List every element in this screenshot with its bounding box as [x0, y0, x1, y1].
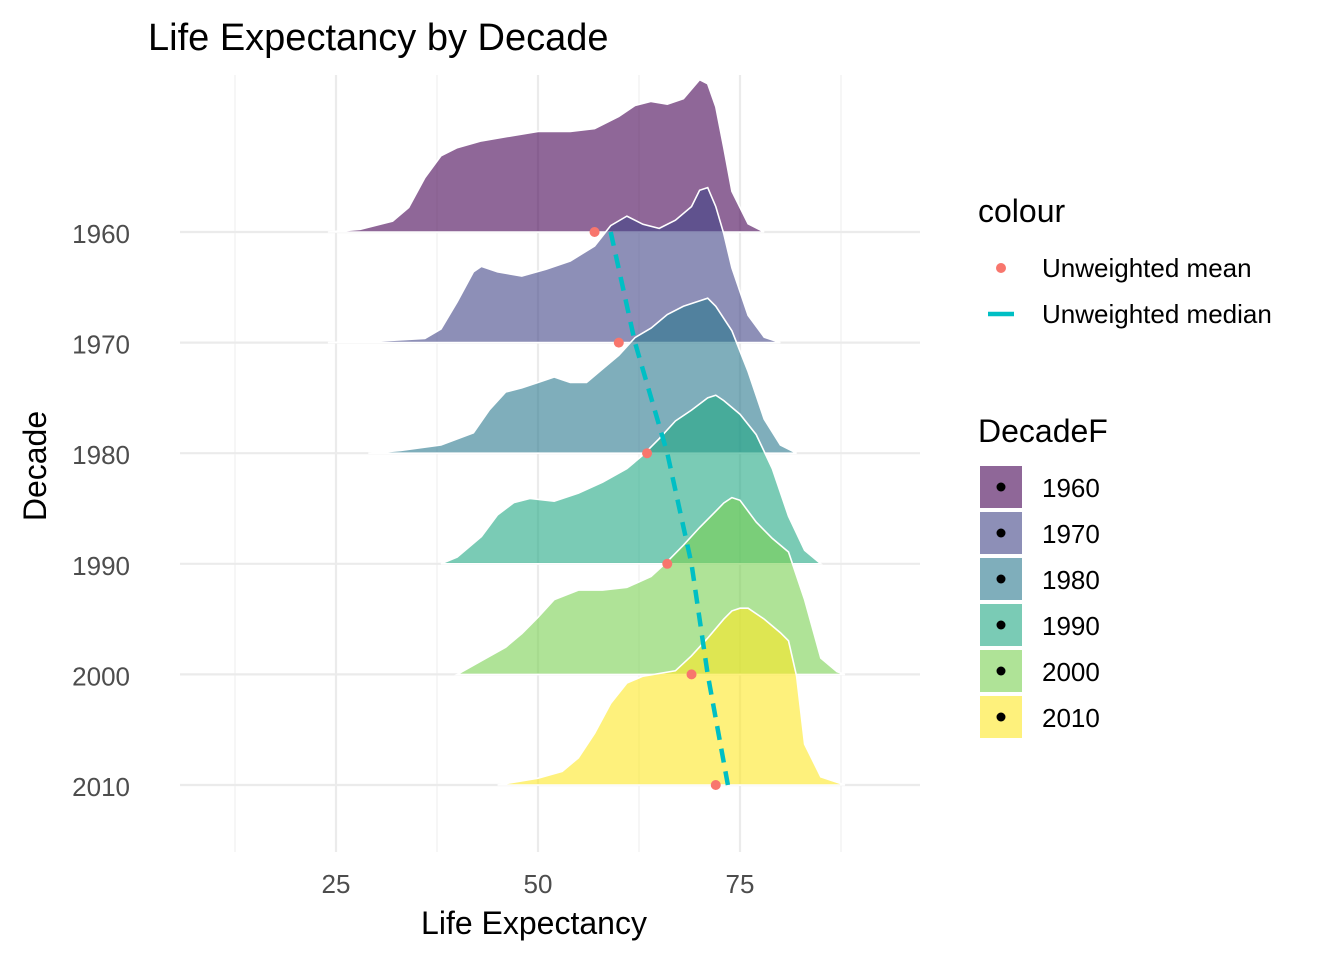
legend-fill-dot	[996, 666, 1006, 676]
legend-fill-title: DecadeF	[978, 413, 1108, 449]
legend-fill-dot	[996, 528, 1006, 538]
y-tick-label: 1970	[72, 330, 130, 360]
legend-colour-label: Unweighted median	[1042, 299, 1272, 329]
mean-point-2010	[710, 780, 721, 790]
legend-mean-key	[996, 263, 1006, 273]
legends: colour Unweighted mean Unweighted median De…	[978, 193, 1272, 738]
y-tick-label: 1960	[72, 219, 130, 249]
mean-point-2000	[686, 669, 697, 680]
mean-point-1960	[589, 227, 600, 237]
y-axis-title: Decade	[17, 411, 53, 521]
legend-fill-label: 1990	[1042, 611, 1100, 641]
legend-fill-dot	[996, 482, 1006, 492]
legend-colour-title: colour	[978, 193, 1066, 229]
legend-fill-dot	[996, 712, 1006, 722]
x-axis-title: Life Expectancy	[421, 905, 647, 941]
legend-colour-label: Unweighted mean	[1042, 253, 1252, 283]
density-ridges	[327, 78, 846, 786]
legend-fill-label: 2000	[1042, 657, 1100, 687]
mean-point-1980	[642, 448, 653, 459]
legend-fill-dot	[996, 574, 1006, 584]
ridge-1970	[327, 186, 781, 344]
y-tick-label: 2010	[72, 772, 130, 802]
chart-title: Life Expectancy by Decade	[148, 17, 609, 59]
x-tick-label: 50	[524, 869, 553, 899]
x-tick-label: 75	[726, 869, 755, 899]
summary-markers	[589, 227, 731, 790]
ridge-1960	[327, 78, 765, 233]
mean-point-1990	[662, 558, 673, 569]
legend-fill-label: 2010	[1042, 703, 1100, 733]
legend-fill-label: 1980	[1042, 565, 1100, 595]
legend-fill-label: 1960	[1042, 473, 1100, 503]
legend-fill-dot	[996, 620, 1006, 630]
axes: 1960 1970 1980 1990 2000 2010 25 50 75	[72, 219, 754, 899]
y-tick-label: 1980	[72, 440, 130, 470]
ridge-2010	[497, 607, 846, 786]
y-tick-label: 1990	[72, 551, 130, 581]
legend-fill-label: 1970	[1042, 519, 1100, 549]
y-tick-label: 2000	[72, 661, 130, 691]
median-line	[608, 231, 731, 786]
x-tick-label: 25	[322, 869, 351, 899]
mean-point-1970	[613, 337, 624, 348]
